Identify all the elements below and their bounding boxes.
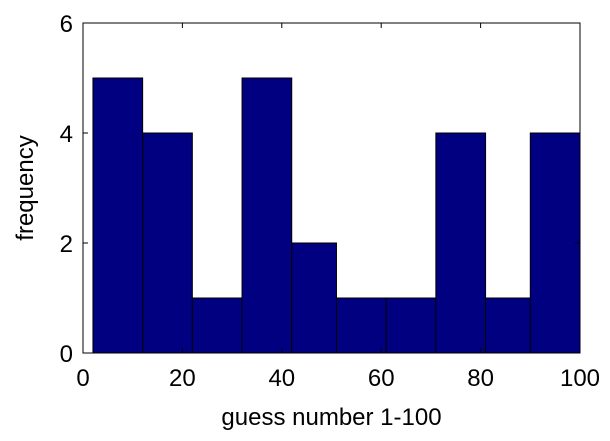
- histogram-bar-7: [385, 297, 437, 354]
- histogram-bar-9: [485, 297, 531, 354]
- x-tick-label: 80: [467, 365, 494, 392]
- x-tick-label: 40: [268, 365, 295, 392]
- y-tick-label: 0: [60, 341, 73, 368]
- plot-frame: [82, 22, 581, 354]
- x-axis-title: guess number 1-100: [221, 404, 441, 431]
- histogram-bar-3: [191, 297, 243, 354]
- ticks-layer: [82, 22, 581, 354]
- y-tick-label: 2: [60, 231, 73, 258]
- histogram-bar-6: [335, 297, 387, 354]
- y-axis-title: frequency: [12, 135, 39, 240]
- histogram-bar-10: [529, 132, 581, 354]
- histogram-bar-2: [142, 132, 193, 354]
- y-tick-label: 6: [60, 11, 73, 38]
- histogram-bar-4: [241, 77, 293, 354]
- histogram-bar-1: [92, 77, 144, 354]
- x-tick-label: 100: [560, 365, 600, 392]
- x-tick-label: 0: [76, 365, 89, 392]
- histogram-bar-8: [435, 132, 487, 354]
- histogram-bar-5: [291, 242, 337, 354]
- x-tick-label: 20: [169, 365, 196, 392]
- x-tick-label: 60: [368, 365, 395, 392]
- y-tick-label: 4: [60, 121, 73, 148]
- bars-layer: [92, 77, 581, 354]
- tick-labels-layer: 0 20 40 60 80 100 0 2 4 6: [60, 11, 600, 392]
